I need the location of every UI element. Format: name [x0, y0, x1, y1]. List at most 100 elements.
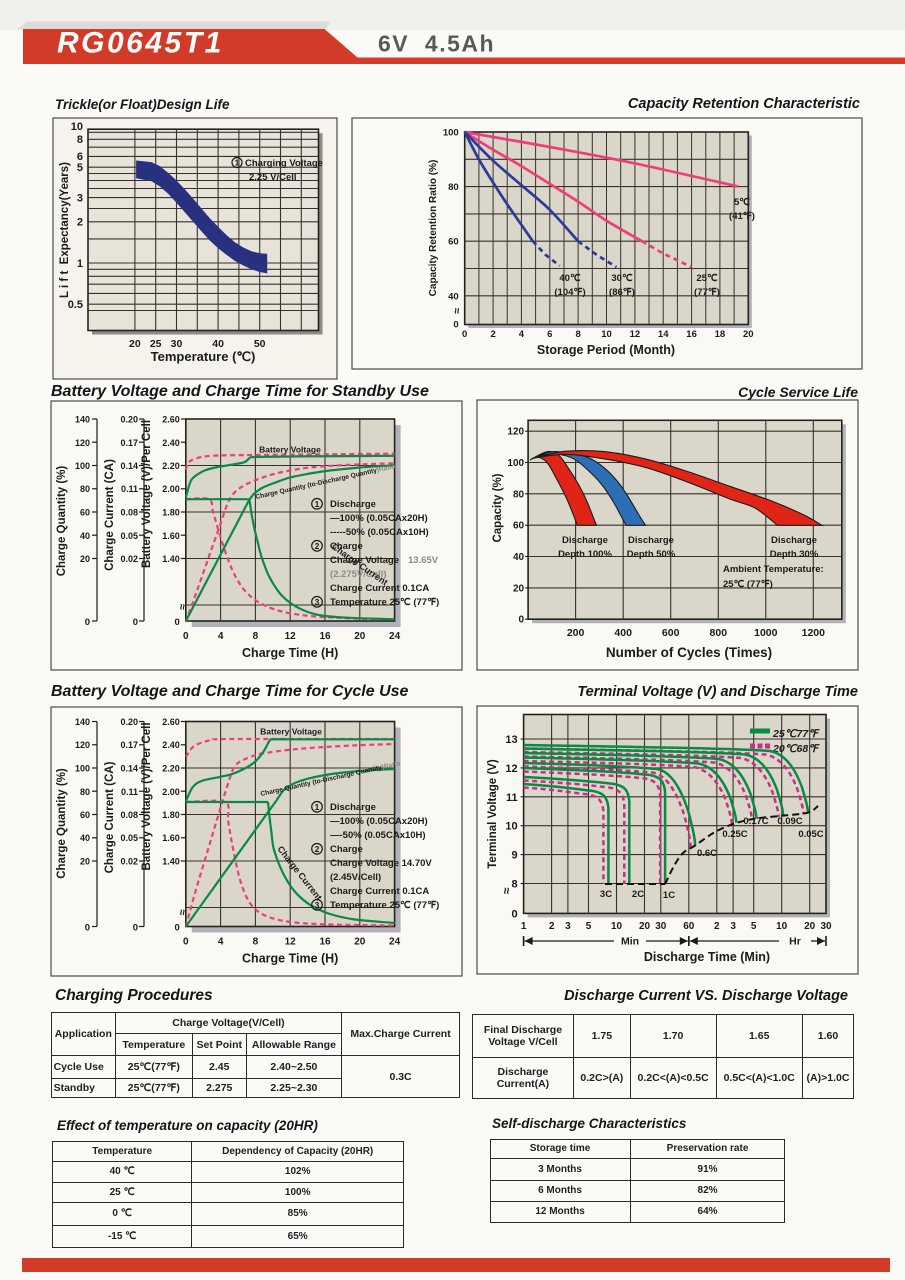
- svg-text:12: 12: [505, 763, 517, 775]
- svg-text:8: 8: [77, 134, 83, 146]
- svg-text:140: 140: [75, 717, 90, 727]
- svg-text:2.00: 2.00: [162, 484, 180, 494]
- svg-text:100: 100: [75, 461, 90, 471]
- svg-text:Discharge: Discharge: [330, 499, 376, 510]
- svg-text:2: 2: [315, 541, 320, 551]
- svg-text:80: 80: [448, 182, 459, 193]
- svg-text:2.40: 2.40: [162, 438, 180, 448]
- svg-text:0: 0: [511, 908, 517, 920]
- svg-text:13.65V: 13.65V: [408, 555, 439, 566]
- svg-text:16: 16: [686, 329, 697, 340]
- svg-text:1.40: 1.40: [162, 554, 180, 564]
- svg-text:Temperature 25℃ (77℉): Temperature 25℃ (77℉): [330, 900, 439, 911]
- svg-text:10: 10: [71, 121, 83, 133]
- svg-text:Depth 30%: Depth 30%: [770, 549, 819, 560]
- svg-text:2: 2: [77, 217, 83, 229]
- svg-text:2: 2: [714, 921, 720, 932]
- svg-text:(77℉): (77℉): [694, 287, 720, 298]
- svg-text:1.40: 1.40: [162, 857, 180, 867]
- svg-text:20: 20: [639, 921, 651, 932]
- svg-text:0: 0: [133, 617, 138, 628]
- svg-text:40: 40: [212, 338, 224, 350]
- svg-text:Discharge: Discharge: [771, 535, 817, 546]
- svg-text:1200: 1200: [802, 627, 826, 639]
- svg-text:Battery Voltage (V)/Per Cell: Battery Voltage (V)/Per Cell: [141, 722, 153, 870]
- svg-text:0: 0: [519, 615, 525, 626]
- svg-text:Number of Cycles (Times): Number of Cycles (Times): [606, 645, 772, 660]
- svg-text:3C: 3C: [600, 889, 612, 900]
- svg-text:≈: ≈: [177, 909, 189, 915]
- svg-text:Discharge: Discharge: [562, 535, 608, 546]
- svg-text:Charge Quantity (%): Charge Quantity (%): [56, 768, 68, 879]
- svg-text:120: 120: [507, 427, 524, 438]
- svg-text:6V 4.5Ah: 6V 4.5Ah: [378, 31, 495, 57]
- svg-text:Ambient Temperature:: Ambient Temperature:: [723, 564, 824, 575]
- svg-text:1.60: 1.60: [162, 833, 180, 843]
- svg-text:2.20: 2.20: [162, 461, 180, 471]
- svg-text:Storage Period (Month): Storage Period (Month): [537, 343, 675, 357]
- svg-text:0: 0: [175, 617, 180, 628]
- svg-text:-----50% (0.05CAx10H): -----50% (0.05CAx10H): [330, 527, 429, 538]
- svg-text:Charge Time (H): Charge Time (H): [242, 646, 338, 660]
- svg-text:0: 0: [85, 923, 90, 934]
- svg-text:0.08: 0.08: [120, 508, 138, 518]
- svg-text:0.20: 0.20: [120, 717, 138, 727]
- svg-text:100: 100: [443, 128, 459, 139]
- svg-text:Temperature (℃): Temperature (℃): [151, 349, 256, 364]
- svg-text:Charge Voltage 14.70V: Charge Voltage 14.70V: [330, 858, 432, 869]
- svg-text:—100% (0.05CAx20H): —100% (0.05CAx20H): [330, 513, 428, 524]
- svg-text:2.60: 2.60: [162, 717, 180, 727]
- svg-text:2.25 V/Cell: 2.25 V/Cell: [249, 172, 297, 183]
- svg-text:6: 6: [547, 329, 552, 340]
- svg-text:10: 10: [776, 921, 788, 932]
- svg-text:30: 30: [655, 921, 667, 932]
- svg-text:80: 80: [80, 787, 90, 797]
- svg-text:25℃77℉: 25℃77℉: [772, 728, 820, 740]
- svg-text:8: 8: [511, 879, 517, 891]
- svg-text:10: 10: [505, 821, 517, 833]
- svg-text:60: 60: [683, 921, 695, 932]
- svg-text:60: 60: [80, 508, 90, 518]
- svg-text:1: 1: [235, 158, 240, 168]
- svg-text:Battery Voltage (V)/Per Cell: Battery Voltage (V)/Per Cell: [141, 420, 153, 568]
- svg-text:2C: 2C: [632, 889, 644, 900]
- svg-text:(104℉): (104℉): [554, 287, 585, 298]
- svg-text:20: 20: [804, 921, 816, 932]
- svg-text:1: 1: [315, 499, 320, 509]
- svg-text:Terminal Voltage (V): Terminal Voltage (V): [487, 759, 499, 869]
- svg-text:3: 3: [77, 192, 83, 204]
- svg-text:3: 3: [315, 900, 320, 910]
- svg-text:800: 800: [710, 627, 728, 639]
- svg-text:0.17C: 0.17C: [743, 816, 768, 827]
- svg-text:25℃ (77℉): 25℃ (77℉): [723, 579, 773, 590]
- svg-text:12: 12: [285, 937, 297, 948]
- svg-text:5: 5: [751, 921, 757, 932]
- svg-text:100: 100: [507, 458, 524, 469]
- svg-text:1: 1: [315, 802, 320, 812]
- svg-text:200: 200: [567, 627, 585, 639]
- svg-text:80: 80: [80, 484, 90, 494]
- svg-text:1000: 1000: [754, 627, 778, 639]
- svg-text:20℃68℉: 20℃68℉: [772, 743, 820, 755]
- svg-text:(41℉): (41℉): [729, 211, 755, 222]
- svg-text:30℃: 30℃: [611, 273, 633, 284]
- svg-text:120: 120: [75, 740, 90, 750]
- svg-text:Hr: Hr: [789, 936, 801, 948]
- svg-text:0: 0: [85, 617, 90, 628]
- svg-text:Capacity Retention Ratio (%): Capacity Retention Ratio (%): [428, 160, 439, 297]
- svg-text:0: 0: [453, 320, 458, 331]
- svg-text:20: 20: [80, 554, 90, 564]
- svg-text:Discharge: Discharge: [330, 802, 376, 813]
- svg-text:11: 11: [506, 792, 518, 804]
- svg-text:0: 0: [183, 937, 189, 948]
- svg-text:1: 1: [77, 258, 83, 270]
- svg-text:0: 0: [175, 923, 180, 934]
- svg-text:5: 5: [586, 921, 592, 932]
- svg-text:2: 2: [490, 329, 495, 340]
- svg-text:3: 3: [730, 921, 736, 932]
- svg-text:1.80: 1.80: [162, 508, 180, 518]
- svg-text:20: 20: [513, 583, 525, 594]
- svg-text:0.25C: 0.25C: [722, 829, 747, 840]
- svg-text:8: 8: [575, 329, 580, 340]
- svg-text:0.11: 0.11: [121, 484, 138, 494]
